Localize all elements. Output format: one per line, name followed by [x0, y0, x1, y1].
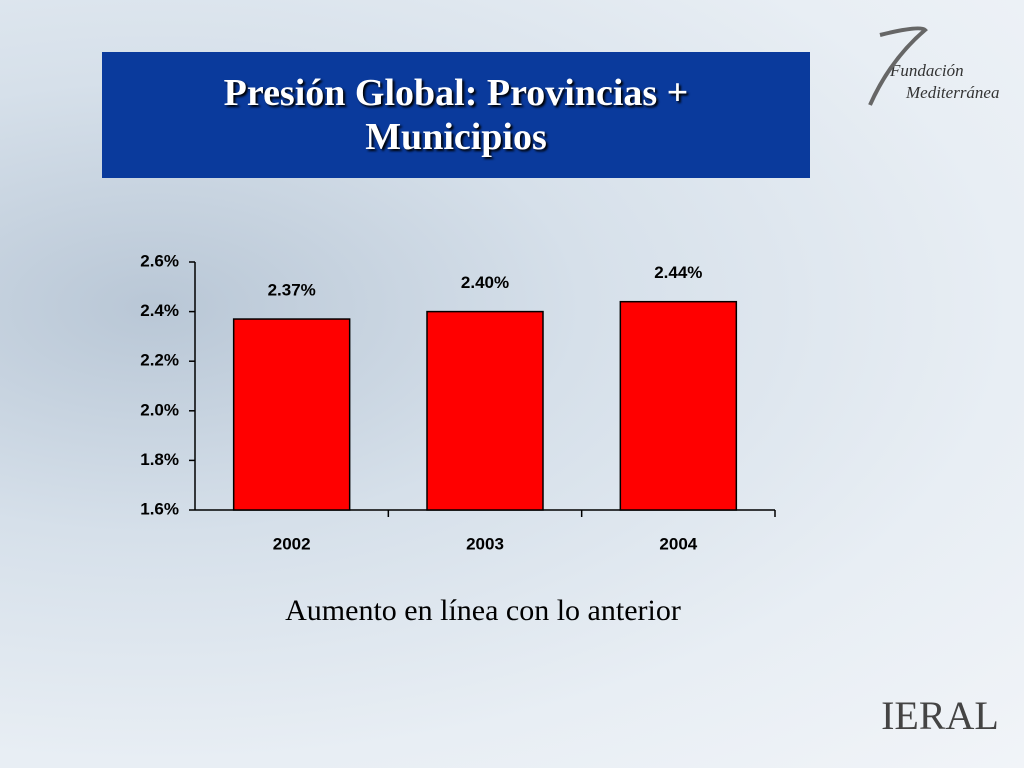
y-tick-label: 2.4%: [140, 301, 179, 320]
y-tick-label: 1.6%: [140, 499, 179, 518]
logo-text: Mediterránea: [905, 83, 999, 102]
x-tick-label: 2003: [466, 534, 504, 553]
y-tick-label: 2.6%: [140, 251, 179, 270]
data-label: 2.37%: [268, 281, 316, 300]
data-label: 2.40%: [461, 273, 509, 292]
x-tick-label: 2002: [273, 534, 311, 553]
logo-text: Fundación: [889, 61, 964, 80]
y-tick-label: 1.8%: [140, 450, 179, 469]
data-label: 2.44%: [654, 263, 702, 282]
y-tick-label: 2.0%: [140, 400, 179, 419]
y-tick-label: 2.2%: [140, 351, 179, 370]
x-tick-label: 2004: [659, 534, 697, 553]
bar: [619, 300, 738, 511]
chart-title: Presión Global: Provincias + Municipios: [223, 72, 689, 158]
bar: [232, 318, 351, 511]
bar: [426, 310, 544, 511]
logo-mark: [868, 26, 928, 106]
logo-text: IERAL: [881, 693, 999, 738]
subtitle: Aumento en línea con lo anterior: [285, 594, 681, 627]
title-box: Presión Global: Provincias + Municipios: [102, 52, 810, 178]
